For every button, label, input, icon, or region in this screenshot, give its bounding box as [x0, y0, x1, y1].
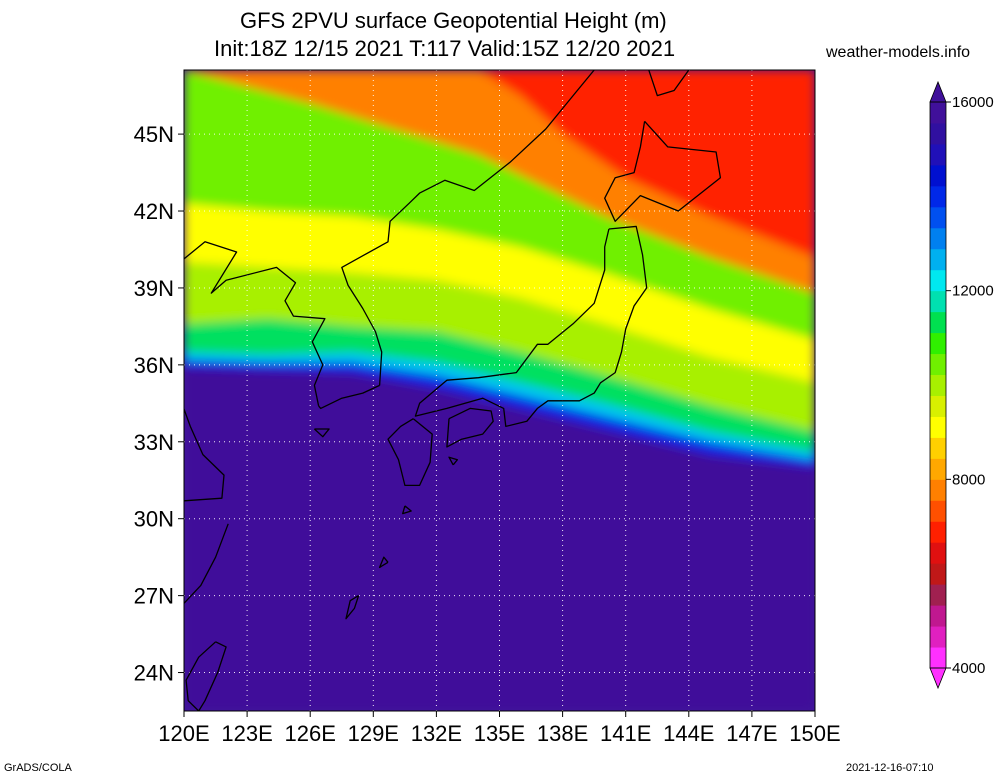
lat-label: 45N [134, 122, 174, 147]
colorbar-label: 16000 [952, 94, 994, 111]
colorbar-swatch [930, 248, 946, 271]
lon-label: 123E [221, 721, 272, 746]
lon-label: 147E [726, 721, 777, 746]
lat-label: 27N [134, 584, 174, 609]
latitude-labels: 45N 42N 39N 36N 33N 30N 27N 24N [134, 122, 184, 686]
colorbar: 16000 12000 8000 4000 [929, 80, 994, 690]
colorbar-swatch [930, 542, 946, 564]
plot-area [184, 70, 815, 711]
coastline [604, 120, 722, 222]
colorbar-swatch [930, 353, 946, 376]
colorbar-swatch [930, 584, 946, 606]
colorbar-swatch [930, 311, 946, 334]
colorbar-low-arrow [929, 667, 947, 690]
height-band-0 [184, 367, 815, 711]
coastline [446, 407, 494, 448]
colorbar-swatch [930, 458, 946, 480]
colorbar-swatch [930, 521, 946, 543]
colorbar-swatch [930, 143, 946, 166]
coastline [387, 418, 433, 487]
height-band-8 [478, 70, 815, 258]
coastline [341, 70, 595, 386]
colorbar-swatch [930, 563, 946, 585]
colorbar-label: 8000 [952, 471, 985, 488]
colorbar-swatch [930, 122, 946, 145]
colorbar-swatch [930, 626, 946, 648]
colorbar-label: 12000 [952, 283, 994, 300]
coastline [184, 523, 229, 604]
colorbar-swatch [930, 500, 946, 522]
lat-label: 39N [134, 276, 174, 301]
coastline [402, 505, 412, 515]
colorbar-high-arrow [929, 80, 947, 103]
coastline [184, 241, 326, 407]
coastline [414, 225, 648, 428]
lon-label: 150E [789, 721, 840, 746]
chart-title: GFS 2PVU surface Geopotential Height (m) [240, 8, 667, 33]
footer-timestamp: 2021-12-16-07:10 [846, 762, 934, 774]
height-band-1 [184, 359, 815, 468]
lon-label: 126E [285, 721, 336, 746]
lat-label: 30N [134, 507, 174, 532]
height-band-4 [184, 262, 815, 432]
lon-label: 120E [158, 721, 209, 746]
lon-label: 144E [663, 721, 714, 746]
lon-label: 132E [411, 721, 462, 746]
coastline [378, 556, 389, 569]
site-name: weather-models.info [826, 44, 971, 61]
colorbar-swatch [930, 164, 946, 187]
colorbar-swatch [930, 102, 946, 124]
colorbar-swatch [930, 416, 946, 438]
chart-subtitle: Init:18Z 12/15 2021 T:117 Valid:15Z 12/2… [214, 36, 676, 61]
gridlines [184, 70, 815, 711]
colorbar-frame [929, 101, 947, 669]
height-band-3 [184, 318, 815, 452]
colorbar-swatch [930, 227, 946, 250]
height-band-2 [184, 352, 815, 460]
lat-label: 36N [134, 353, 174, 378]
colorbar-swatch [930, 332, 946, 355]
colorbar-swatch [930, 269, 946, 292]
lon-label: 129E [348, 721, 399, 746]
lon-label: 141E [600, 721, 651, 746]
colorbar-swatch [930, 185, 946, 208]
lat-label: 24N [134, 661, 174, 686]
coastlines [184, 70, 722, 711]
lat-label: 33N [134, 430, 174, 455]
colorbar-swatch [930, 647, 946, 669]
coastline [313, 428, 330, 438]
colorbar-swatch [930, 206, 946, 229]
height-band-6 [184, 70, 815, 340]
height-band-5 [184, 203, 815, 383]
lon-label: 138E [537, 721, 588, 746]
colorbar-swatch [930, 290, 946, 313]
colorbar-swatch [930, 605, 946, 627]
lat-label: 42N [134, 199, 174, 224]
coastline [345, 595, 360, 620]
colorbar-swatch [930, 479, 946, 501]
footer-credit: GrADS/COLA [4, 762, 72, 774]
coastline [185, 641, 227, 711]
colorbar-swatch [930, 374, 946, 396]
longitude-labels: 120E 123E 126E 129E 132E 135E 138E 141E 144E 147E… [158, 711, 841, 746]
coastline [448, 456, 459, 466]
coastline [318, 384, 380, 410]
coastline [648, 70, 690, 97]
colorbar-swatch [930, 395, 946, 417]
lon-label: 135E [474, 721, 525, 746]
colorbar-swatch [930, 437, 946, 459]
colorbar-label: 4000 [952, 660, 985, 677]
coastline [184, 407, 225, 502]
